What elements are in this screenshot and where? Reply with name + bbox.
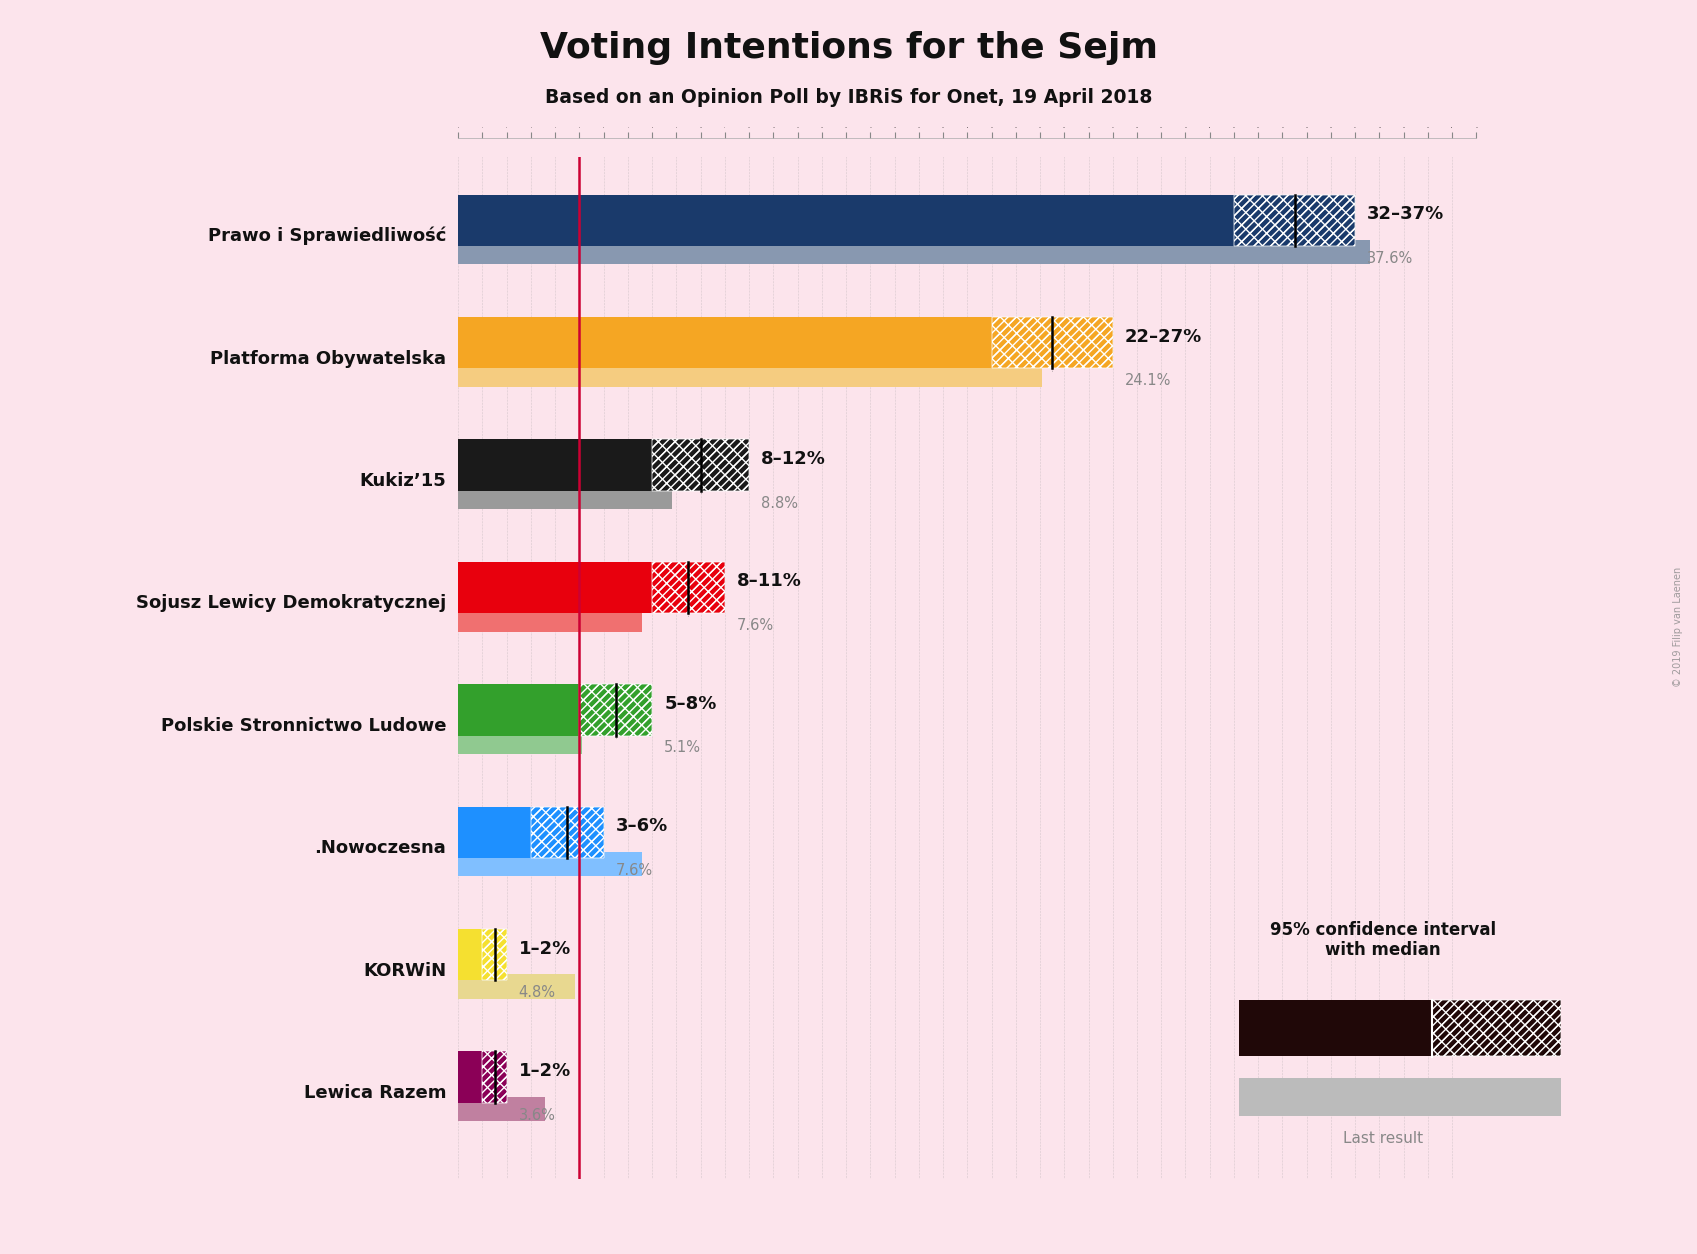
Text: 8.8%: 8.8%: [762, 495, 798, 510]
Text: 24.1%: 24.1%: [1125, 374, 1171, 389]
Text: 1–2%: 1–2%: [519, 1062, 572, 1080]
Bar: [458, 806, 531, 858]
Bar: [652, 562, 725, 613]
Bar: [458, 1051, 482, 1102]
Text: 7.6%: 7.6%: [616, 863, 653, 878]
Bar: [579, 685, 652, 736]
Text: Last result: Last result: [1342, 1131, 1424, 1146]
Bar: [652, 439, 748, 490]
Bar: [652, 562, 725, 613]
Bar: [1432, 1001, 1561, 1056]
Bar: [482, 1051, 507, 1102]
Text: Based on an Opinion Poll by IBRiS for Onet, 19 April 2018: Based on an Opinion Poll by IBRiS for On…: [545, 88, 1152, 107]
Text: Lewica Razem: Lewica Razem: [304, 1083, 446, 1102]
Bar: [458, 1097, 545, 1121]
Bar: [531, 806, 604, 858]
Text: 1–2%: 1–2%: [519, 939, 572, 958]
Text: 32–37%: 32–37%: [1368, 206, 1444, 223]
Text: Prawo i Sprawiedliwość: Prawo i Sprawiedliwość: [207, 227, 446, 246]
Bar: [1234, 194, 1356, 246]
Bar: [652, 439, 748, 490]
Text: © 2019 Filip van Laenen: © 2019 Filip van Laenen: [1673, 567, 1683, 687]
Bar: [991, 317, 1113, 369]
Bar: [531, 806, 604, 858]
Text: KORWiN: KORWiN: [363, 962, 446, 979]
Text: 5.1%: 5.1%: [664, 740, 701, 755]
Bar: [579, 685, 652, 736]
Bar: [458, 851, 643, 877]
Text: 5–8%: 5–8%: [664, 695, 716, 712]
Text: 22–27%: 22–27%: [1125, 327, 1201, 346]
Bar: [482, 1051, 507, 1102]
Bar: [458, 730, 582, 754]
Text: Voting Intentions for the Sejm: Voting Intentions for the Sejm: [540, 31, 1157, 65]
Bar: [991, 317, 1113, 369]
Text: Kukiz’15: Kukiz’15: [360, 472, 446, 490]
Text: 95% confidence interval
with median: 95% confidence interval with median: [1269, 920, 1497, 959]
Bar: [482, 1051, 507, 1102]
Bar: [652, 439, 748, 490]
Bar: [1239, 1001, 1432, 1056]
Text: 8–12%: 8–12%: [762, 450, 826, 468]
Bar: [1239, 1078, 1561, 1116]
Bar: [1234, 194, 1356, 246]
Text: .Nowoczesna: .Nowoczesna: [314, 839, 446, 858]
Bar: [458, 485, 672, 509]
Bar: [991, 317, 1113, 369]
Bar: [482, 929, 507, 981]
Text: Sojusz Lewicy Demokratycznej: Sojusz Lewicy Demokratycznej: [136, 594, 446, 612]
Text: Platforma Obywatelska: Platforma Obywatelska: [210, 350, 446, 367]
Text: 3.6%: 3.6%: [519, 1107, 555, 1122]
Bar: [482, 929, 507, 981]
Bar: [652, 562, 725, 613]
Text: Polskie Stronnictwo Ludowe: Polskie Stronnictwo Ludowe: [161, 717, 446, 735]
Bar: [458, 240, 1369, 265]
Bar: [531, 806, 604, 858]
Bar: [458, 685, 579, 736]
Text: 37.6%: 37.6%: [1368, 251, 1414, 266]
Bar: [458, 562, 652, 613]
Bar: [458, 439, 652, 490]
Text: 4.8%: 4.8%: [519, 986, 557, 1001]
Bar: [458, 929, 482, 981]
Bar: [458, 607, 643, 632]
Bar: [458, 974, 575, 999]
Bar: [1432, 1001, 1561, 1056]
Bar: [1234, 194, 1356, 246]
Text: 8–11%: 8–11%: [736, 572, 803, 591]
Bar: [579, 685, 652, 736]
Bar: [458, 194, 1234, 246]
Bar: [458, 362, 1042, 386]
Bar: [482, 929, 507, 981]
Bar: [458, 317, 991, 369]
Text: 7.6%: 7.6%: [736, 618, 774, 633]
Text: 3–6%: 3–6%: [616, 818, 669, 835]
